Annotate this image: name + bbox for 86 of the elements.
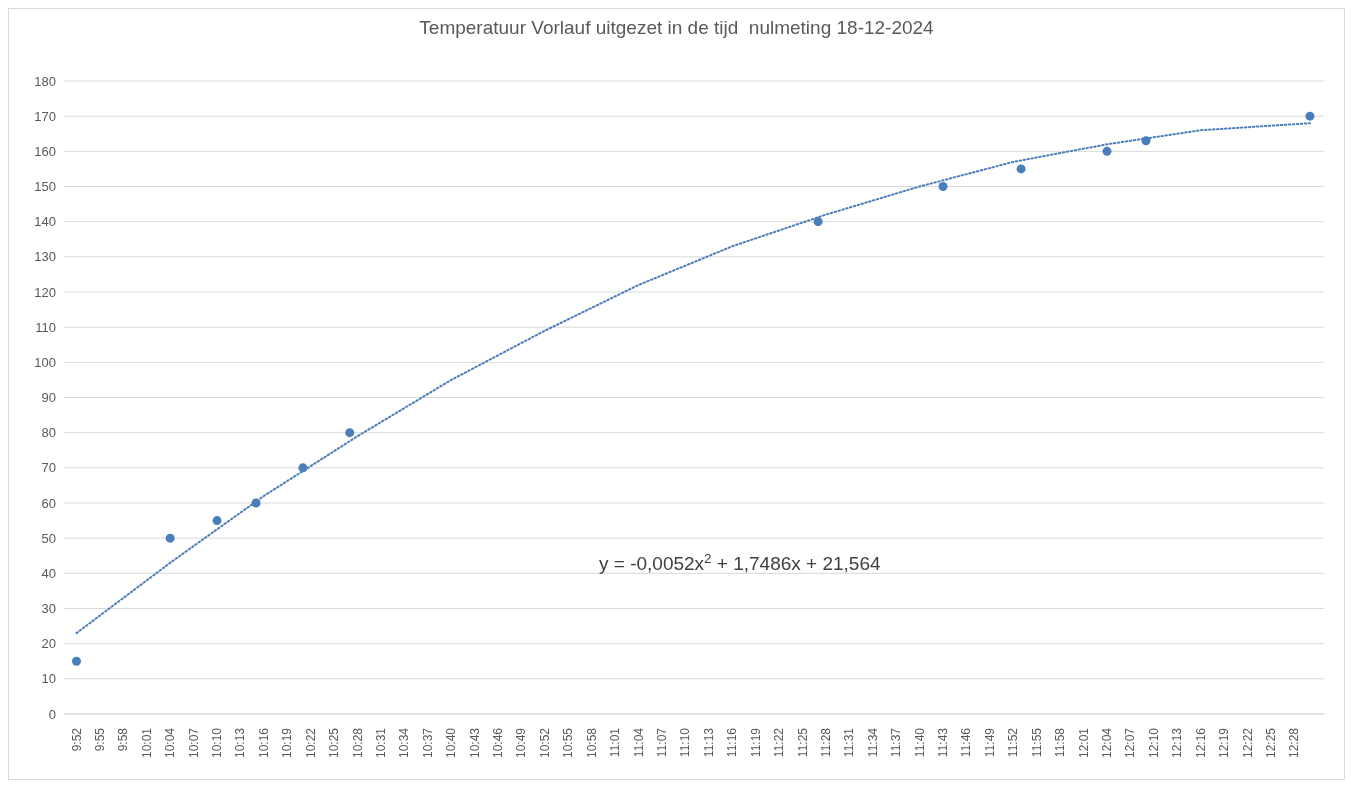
x-tick-label: 10:37 [420,727,435,759]
x-tick-label: 11:31 [842,727,857,758]
y-tick-label: 60 [41,495,56,511]
x-tick-label: 11:16 [725,727,740,758]
x-tick-label: 10:34 [397,727,412,759]
y-tick-label: 120 [34,284,56,300]
x-tick-label: 11:34 [865,727,880,758]
x-tick-label: 12:01 [1076,727,1091,759]
point [1016,164,1026,174]
x-tick-label: 12:19 [1217,727,1232,759]
x-tick-label: 10:04 [163,727,178,759]
x-tick-label: 12:10 [1146,727,1161,759]
x-tick-label: 9:52 [69,727,84,752]
y-tick-label: 170 [34,108,56,124]
y-tick-label: 180 [34,73,56,89]
point [212,516,222,526]
x-tick-label: 12:13 [1170,727,1185,759]
x-tick-label: 12:25 [1263,727,1278,759]
point [72,656,82,666]
point [251,498,261,508]
x-tick-label: 10:46 [491,727,506,759]
y-tick-label: 30 [41,601,56,617]
x-tick-label: 11:52 [1006,727,1021,758]
x-tick-label: 9:55 [92,727,107,752]
y-tick-label: 20 [41,636,56,652]
y-tick-label: 40 [41,565,56,581]
y-tick-label: 130 [34,249,56,265]
point [1102,146,1112,156]
x-tick-label: 10:22 [303,727,318,759]
x-tick-label: 11:37 [889,727,904,758]
x-tick-label: 10:43 [467,727,482,759]
x-tick-label: 11:07 [655,727,670,758]
y-tick-label: 160 [34,143,56,159]
y-tick-label: 90 [41,390,56,406]
x-tick-label: 11:22 [772,727,787,758]
x-tick-label: 10:40 [444,727,459,759]
x-tick-label: 12:07 [1123,727,1138,759]
y-tick-label: 150 [34,179,56,195]
x-tick-label: 11:25 [795,727,810,758]
x-tick-label: 9:58 [116,727,131,752]
x-tick-label: 10:25 [327,727,342,759]
y-tick-label: 70 [41,460,56,476]
point [298,463,308,473]
x-tick-label: 10:52 [537,727,552,759]
point [1305,111,1315,121]
x-tick-label: 10:49 [514,727,529,759]
x-tick-label: 11:04 [631,727,646,758]
x-tick-label: 11:58 [1053,727,1068,758]
y-tick-label: 110 [35,319,56,335]
point [345,428,355,438]
x-tick-label: 10:01 [139,727,154,759]
y-tick-label: 0 [48,706,56,722]
y-tick-label: 140 [34,214,56,230]
x-tick-label: 11:28 [818,727,833,758]
y-tick-label: 10 [41,671,56,687]
point [165,533,175,543]
x-tick-label: 12:16 [1193,727,1208,759]
x-tick-label: 11:01 [608,727,623,758]
x-tick-label: 10:10 [210,727,225,759]
x-tick-label: 10:31 [373,727,388,759]
x-tick-label: 10:07 [186,727,201,759]
x-tick-label: 12:28 [1287,727,1302,759]
x-tick-label: 10:19 [280,727,295,759]
x-tick-label: 10:58 [584,727,599,759]
point [938,182,948,191]
x-tick-label: 12:22 [1240,727,1255,759]
x-tick-label: 10:28 [350,727,365,759]
y-tick-label: 100 [34,354,56,370]
y-tick-label: 50 [41,530,56,546]
chart-title: Temperatuur Vorlauf uitgezet in de tijd nulmeting 18-12-2024 [418,17,935,39]
point [813,217,823,227]
x-tick-label: 12:04 [1099,727,1114,759]
annotation: y = -0,0052x$^{2}$ + 1,7486x + 21,564 [599,550,881,574]
x-tick-label: 11:43 [936,727,951,758]
x-tick-label: 11:46 [959,727,974,758]
x-tick-label: 11:19 [748,727,763,758]
y-tick-label: 80 [41,425,56,441]
x-tick-label: 11:40 [912,727,927,758]
x-tick-label: 11:10 [678,727,693,758]
x-tick-label: 10:55 [561,727,576,759]
x-tick-label: 11:49 [982,727,997,758]
x-tick-label: 11:55 [1029,727,1044,758]
x-tick-label: 11:13 [701,727,716,758]
x-tick-label: 10:16 [256,727,271,759]
point [1141,136,1151,146]
x-tick-label: 10:13 [233,727,248,759]
